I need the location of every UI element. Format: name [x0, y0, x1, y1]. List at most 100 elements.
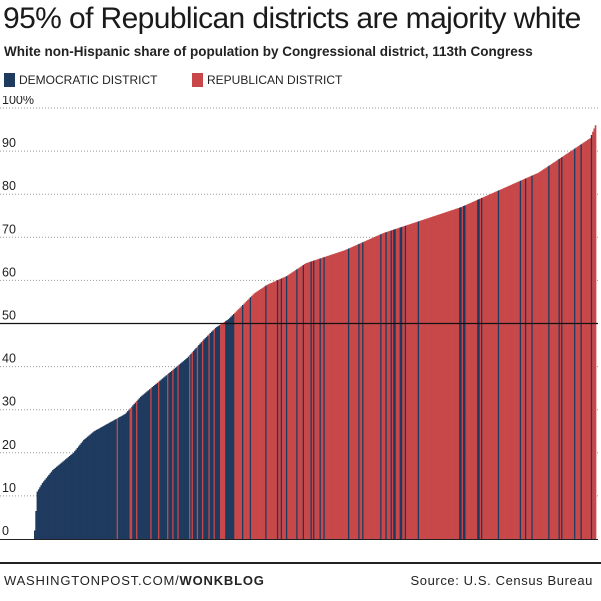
bar-republican-district — [555, 160, 558, 539]
bar-republican-district — [269, 283, 271, 539]
bar-democratic-district — [265, 285, 267, 539]
bar-republican-district — [256, 291, 258, 539]
bar-republican-district — [177, 365, 180, 539]
bar-republican-district — [484, 196, 487, 539]
bar-republican-district — [366, 240, 368, 539]
bar-democratic-district — [580, 144, 583, 539]
bar-republican-district — [342, 250, 345, 539]
bar-democratic-district — [358, 243, 360, 539]
bar-republican-district — [502, 188, 505, 540]
bar-republican-district — [553, 162, 556, 539]
bar-democratic-district — [477, 199, 479, 539]
bar-republican-district — [521, 180, 523, 539]
bar-republican-district — [581, 143, 584, 539]
bar-republican-district — [341, 251, 344, 539]
y-tick-label-60: 60 — [2, 265, 16, 279]
bar-democratic-district — [280, 278, 283, 539]
bar-republican-district — [369, 238, 372, 540]
bar-republican-district — [528, 176, 531, 540]
bar-republican-district — [382, 232, 385, 540]
bar-republican-district — [499, 189, 501, 539]
bar-republican-district — [335, 253, 337, 539]
bar-republican-district — [514, 182, 517, 540]
bar-democratic-district — [145, 392, 147, 539]
bar-democratic-district — [48, 474, 50, 539]
bar-democratic-district — [156, 382, 159, 539]
bar-democratic-district — [152, 386, 155, 539]
y-tick-label-10: 10 — [2, 481, 16, 495]
bar-republican-district — [258, 289, 261, 539]
bar-republican-district — [408, 224, 411, 539]
bar-republican-district — [243, 303, 245, 539]
bar-democratic-district — [79, 444, 81, 539]
bar-democratic-district — [462, 205, 465, 540]
bar-republican-district — [579, 145, 581, 539]
bar-democratic-district — [460, 207, 462, 539]
bar-democratic-district — [112, 420, 115, 539]
bar-republican-district — [254, 292, 257, 539]
bar-democratic-district — [134, 402, 137, 539]
bar-republican-district — [327, 255, 329, 539]
bar-republican-district — [549, 164, 552, 539]
bar-republican-district — [421, 220, 424, 539]
bar-democratic-district — [198, 345, 200, 539]
bar-democratic-district — [132, 405, 134, 539]
bar-republican-district — [490, 193, 492, 539]
bar-democratic-district — [67, 457, 70, 539]
bar-democratic-district — [212, 330, 214, 539]
bar-republican-district — [116, 418, 119, 539]
bar-democratic-district — [459, 207, 461, 539]
bar-republican-district — [588, 139, 590, 539]
bar-republican-district — [439, 214, 442, 539]
bar-republican-district — [541, 170, 544, 539]
bar-democratic-district — [58, 464, 61, 539]
bar-republican-district — [301, 265, 304, 539]
bar-republican-district — [322, 257, 324, 539]
bar-democratic-district — [169, 371, 172, 539]
bar-democratic-district — [45, 478, 48, 539]
bar-democratic-district — [216, 326, 218, 539]
bar-republican-district — [271, 282, 274, 539]
bar-republican-district — [535, 173, 537, 540]
bar-republican-district — [530, 176, 532, 539]
bar-democratic-district — [181, 362, 183, 539]
bar-democratic-district — [176, 366, 178, 539]
bar-republican-district — [368, 239, 371, 539]
bar-republican-district — [500, 189, 503, 539]
bar-republican-district — [234, 312, 236, 539]
bar-democratic-district — [225, 320, 227, 539]
bar-republican-district — [356, 244, 359, 540]
bar-republican-district — [413, 222, 416, 539]
bar-democratic-district — [214, 327, 217, 539]
bar-democratic-district — [54, 467, 57, 539]
district-bars — [34, 125, 597, 540]
bar-republican-district — [584, 141, 587, 539]
bar-democratic-district — [36, 491, 39, 539]
bar-republican-district — [506, 186, 509, 539]
bar-democratic-district — [101, 426, 103, 539]
bar-republican-district — [314, 260, 316, 539]
bar-democratic-district — [519, 180, 522, 539]
bar-democratic-district — [111, 421, 114, 539]
bar-democratic-district — [35, 510, 37, 539]
bar-republican-district — [562, 156, 565, 539]
bar-democratic-district — [226, 320, 229, 539]
bar-republican-district — [557, 159, 559, 539]
bar-democratic-district — [92, 432, 94, 539]
bar-republican-district — [372, 237, 375, 539]
bar-democratic-district — [105, 424, 107, 539]
bar-democratic-district — [84, 438, 87, 539]
bar-republican-district — [470, 202, 473, 539]
bar-republican-district — [305, 263, 307, 539]
bar-republican-district — [189, 355, 191, 539]
bar-republican-district — [244, 302, 247, 539]
bar-republican-district — [245, 301, 248, 539]
bar-republican-district — [572, 149, 575, 539]
bar-democratic-district — [199, 343, 202, 539]
bar-republican-district — [509, 185, 512, 540]
bar-republican-district — [252, 294, 254, 539]
bar-democratic-district — [218, 325, 221, 539]
bar-republican-district — [359, 243, 362, 539]
bar-republican-district — [284, 276, 287, 539]
bar-republican-district — [130, 406, 133, 539]
